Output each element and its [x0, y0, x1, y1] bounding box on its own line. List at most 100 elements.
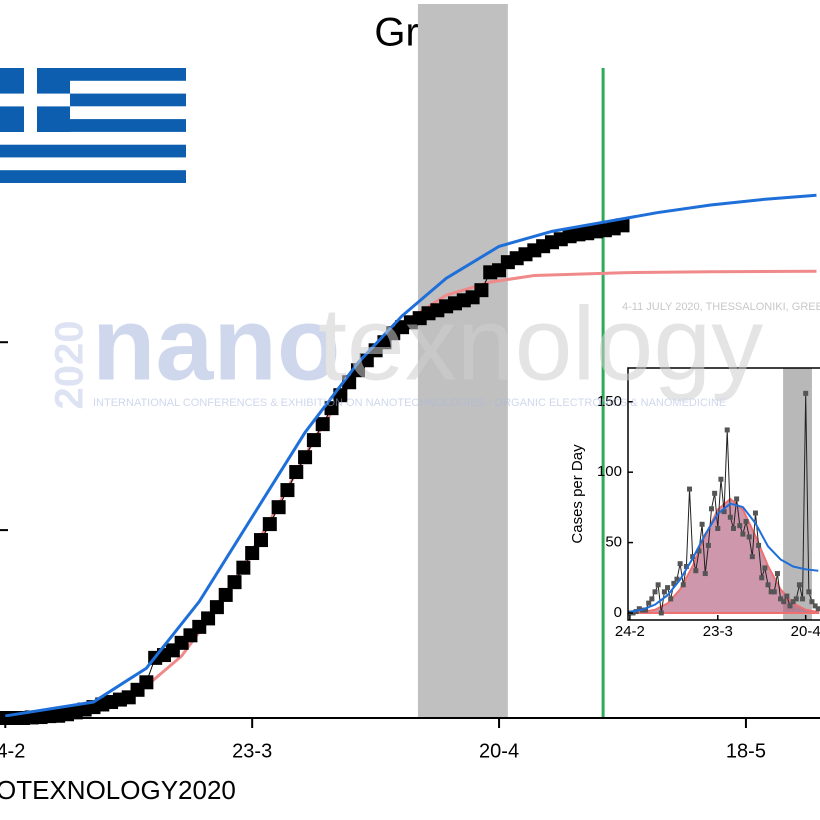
- x-tick-label: 18-5: [726, 740, 766, 762]
- data-point: [693, 568, 699, 574]
- data-point: [661, 589, 667, 595]
- x-tick-label: 23-3: [232, 740, 272, 762]
- watermark: 2020 nano texnology 4-11 JULY 2020, THES…: [48, 286, 820, 409]
- data-point: [718, 476, 724, 482]
- y-tick-label: 100: [597, 463, 622, 480]
- watermark-event: 4-11 JULY 2020, THESSALONIKI, GREECE: [622, 301, 820, 313]
- data-point: [227, 575, 242, 590]
- data-point: [236, 560, 251, 575]
- data-point: [289, 465, 304, 480]
- data-point: [668, 596, 674, 602]
- data-point: [803, 390, 809, 396]
- x-tick-label: 24-2: [0, 740, 25, 762]
- data-point: [696, 548, 702, 554]
- data-point: [655, 582, 661, 588]
- data-point: [796, 582, 802, 588]
- data-point: [705, 542, 711, 548]
- data-point: [280, 483, 295, 498]
- y-tick-label: 0: [614, 604, 622, 621]
- data-point: [806, 589, 812, 595]
- fit-line: [5, 193, 817, 718]
- data-point: [787, 603, 793, 609]
- data-point: [674, 576, 680, 582]
- data-point: [646, 600, 652, 606]
- data-point: [721, 509, 727, 515]
- shaded-span: [417, 4, 508, 718]
- data-point: [774, 571, 780, 577]
- data-point: [790, 599, 796, 605]
- fit-area: [628, 497, 820, 614]
- data-point: [201, 611, 216, 626]
- footer-text: OTEXNOLOGY2020: [0, 775, 236, 805]
- data-point: [709, 506, 715, 512]
- data-point: [636, 606, 642, 612]
- data-point: [139, 675, 154, 690]
- data-point: [683, 564, 689, 570]
- inset-frame: [627, 367, 820, 621]
- data-point: [746, 534, 752, 540]
- data-point: [812, 603, 818, 609]
- data-point: [781, 599, 787, 605]
- data-point: [680, 582, 686, 588]
- data-point: [687, 486, 693, 492]
- inset-area: Cases per Day 24-2 23-3 20-4 0 50 100 150: [569, 367, 820, 640]
- data-point: [762, 565, 768, 571]
- data-point: [271, 500, 286, 515]
- data-point: [658, 610, 664, 616]
- x-tick-label: 24-2: [615, 623, 645, 640]
- data-point: [298, 450, 313, 465]
- main-plot: Greece 24-223-320-418-5: [0, 4, 820, 762]
- data-point: [809, 599, 815, 605]
- watermark-brand: texnology: [318, 286, 763, 402]
- data-point: [652, 589, 658, 595]
- data-point: [253, 533, 268, 548]
- data-point: [768, 589, 774, 595]
- data-point: [715, 525, 721, 531]
- data-point: [671, 580, 677, 586]
- data-point: [727, 514, 733, 520]
- data-point: [306, 433, 321, 448]
- y-axis-label: Cases per Day: [569, 444, 586, 544]
- data-point: [615, 218, 630, 233]
- data-point: [724, 427, 730, 433]
- data-point: [262, 517, 277, 532]
- watermark-year: 2020: [48, 321, 92, 410]
- data-point: [743, 518, 749, 524]
- data-point: [765, 582, 771, 588]
- data-point: [218, 587, 233, 602]
- x-tick-label: 20-4: [791, 623, 820, 640]
- data-point: [759, 575, 765, 581]
- data-point: [737, 523, 743, 529]
- data-point: [702, 571, 708, 577]
- data-point: [749, 554, 755, 560]
- data-point: [245, 546, 260, 561]
- watermark-conference: INTERNATIONAL CONFERENCES & EXHIBITION O…: [93, 397, 726, 409]
- data-point: [643, 607, 649, 613]
- fit-line: [629, 502, 819, 613]
- inset-data: [628, 368, 820, 620]
- data-point: [740, 531, 746, 537]
- data-point: [315, 417, 330, 432]
- x-tick-label: 20-4: [479, 740, 519, 762]
- data-point: [800, 596, 806, 602]
- data-point: [756, 542, 762, 548]
- data-point: [474, 283, 489, 298]
- inset-plot: Cases per Day 24-2 23-3 20-4 0 50 100 150: [569, 367, 820, 640]
- y-tick-label: 150: [597, 393, 622, 410]
- data-point: [784, 593, 790, 599]
- x-tick-label: 23-3: [703, 623, 733, 640]
- data-point: [793, 596, 799, 602]
- data-point: [665, 585, 671, 591]
- data-point: [734, 496, 740, 502]
- data-point: [815, 606, 820, 612]
- y-tick-label: 50: [605, 534, 622, 551]
- data-point: [699, 521, 705, 527]
- flag: [0, 68, 186, 183]
- watermark-brand: nano: [92, 286, 340, 402]
- data-point: [778, 596, 784, 602]
- data-point: [771, 589, 777, 595]
- data-point: [677, 561, 683, 567]
- data-point: [752, 510, 758, 516]
